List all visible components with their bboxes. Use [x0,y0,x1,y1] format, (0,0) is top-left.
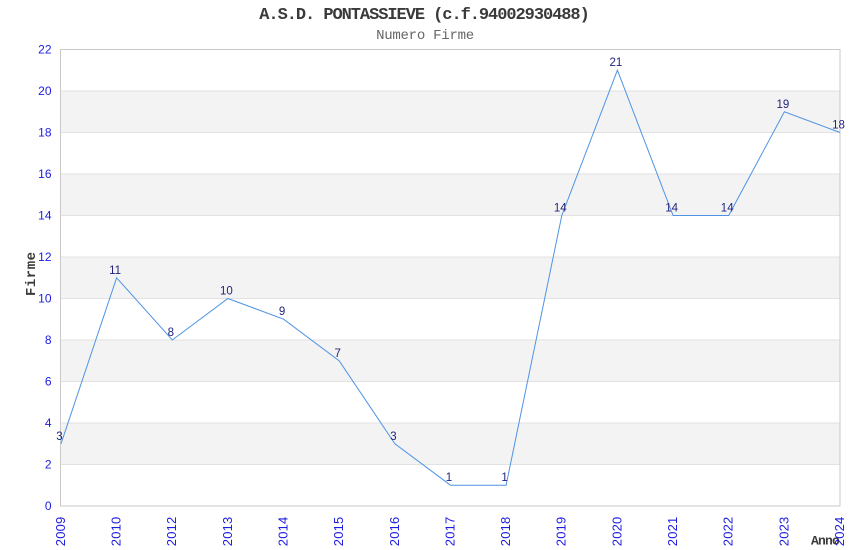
svg-text:2021: 2021 [665,517,680,547]
svg-text:Anno: Anno [811,534,840,549]
svg-text:2022: 2022 [721,517,736,547]
svg-text:2020: 2020 [609,517,624,547]
svg-text:2014: 2014 [276,517,291,547]
svg-text:18: 18 [832,120,845,132]
svg-text:7: 7 [334,348,340,360]
svg-text:4: 4 [45,416,52,430]
svg-text:8: 8 [168,327,174,339]
svg-text:2012: 2012 [164,517,179,547]
svg-text:22: 22 [38,43,52,57]
svg-text:2013: 2013 [220,517,235,547]
svg-text:2019: 2019 [554,517,569,547]
svg-text:14: 14 [665,203,678,215]
svg-text:12: 12 [38,250,52,264]
svg-text:1: 1 [446,472,452,484]
svg-text:2: 2 [45,458,52,472]
svg-text:3: 3 [390,431,396,443]
svg-text:10: 10 [220,286,233,298]
svg-text:16: 16 [38,167,52,181]
svg-text:1: 1 [501,472,507,484]
svg-text:18: 18 [38,126,52,140]
svg-text:10: 10 [38,292,52,306]
svg-text:2018: 2018 [498,517,513,547]
svg-text:11: 11 [109,265,121,277]
svg-text:3: 3 [56,431,62,443]
svg-text:2017: 2017 [442,517,457,547]
svg-text:Firme: Firme [24,251,40,296]
svg-text:14: 14 [554,203,567,215]
svg-text:9: 9 [279,306,285,318]
svg-text:19: 19 [777,99,790,111]
svg-text:2009: 2009 [53,517,68,547]
svg-text:0: 0 [45,499,52,513]
svg-text:A.S.D. PONTASSIEVE (c.f.940029: A.S.D. PONTASSIEVE (c.f.94002930488) [259,6,588,25]
svg-text:2023: 2023 [776,517,791,547]
svg-text:8: 8 [45,333,52,347]
svg-text:6: 6 [45,375,52,389]
svg-text:20: 20 [38,84,52,98]
svg-text:14: 14 [721,203,734,215]
svg-text:14: 14 [38,209,52,223]
svg-text:2016: 2016 [387,517,402,547]
svg-text:21: 21 [610,57,623,69]
svg-text:2010: 2010 [109,517,124,547]
svg-text:Numero Firme: Numero Firme [376,28,474,44]
svg-text:2015: 2015 [331,517,346,547]
svg-text:2024: 2024 [832,517,847,547]
